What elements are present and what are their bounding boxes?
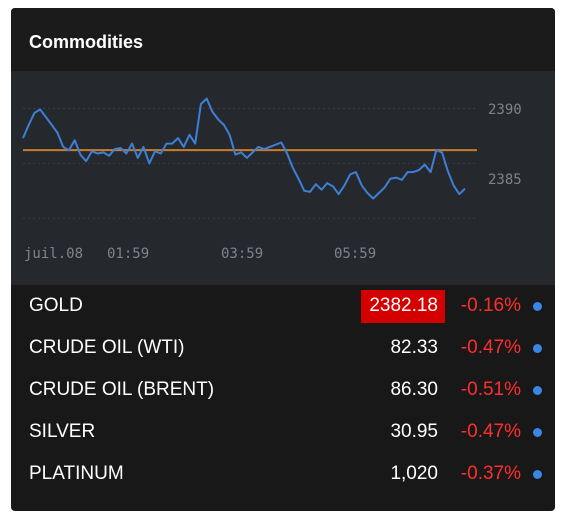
- status-dot-icon: [533, 428, 542, 437]
- commodity-row-platinum[interactable]: PLATINUM 1,020 -0.37%: [11, 453, 555, 495]
- commodity-row-gold[interactable]: GOLD 2382.18 -0.16%: [11, 285, 555, 327]
- x-tick-label: 03:59: [221, 246, 263, 262]
- y-tick-label: 2385: [488, 172, 522, 188]
- commodity-name: GOLD: [29, 295, 83, 316]
- commodity-change: -0.37%: [460, 463, 521, 484]
- commodity-row-crude-oil-brent[interactable]: CRUDE OIL (BRENT) 86.30 -0.51%: [11, 369, 555, 411]
- commodity-change: -0.16%: [460, 295, 521, 316]
- status-dot-icon: [533, 386, 542, 395]
- commodity-list: GOLD 2382.18 -0.16% CRUDE OIL (WTI) 82.3…: [11, 285, 555, 495]
- price-chart-svg: 2390 2385 juil.08 01:59 03:59 05:59: [22, 97, 522, 262]
- x-tick-label: 01:59: [107, 246, 149, 262]
- commodity-price: 2382.18: [361, 290, 445, 323]
- widget-header: Commodities: [11, 8, 555, 71]
- commodity-name: SILVER: [29, 421, 96, 442]
- price-chart[interactable]: 2390 2385 juil.08 01:59 03:59 05:59: [11, 71, 555, 285]
- commodity-change: -0.47%: [460, 421, 521, 442]
- commodity-row-crude-oil-wti[interactable]: CRUDE OIL (WTI) 82.33 -0.47%: [11, 327, 555, 369]
- commodity-name: CRUDE OIL (WTI): [29, 337, 185, 358]
- commodity-name: CRUDE OIL (BRENT): [29, 379, 215, 400]
- chart-series-line: [22, 97, 466, 200]
- status-dot-icon: [533, 302, 542, 311]
- y-tick-label: 2390: [488, 102, 522, 118]
- widget-title: Commodities: [29, 32, 144, 52]
- status-dot-icon: [533, 344, 542, 353]
- commodity-name: PLATINUM: [29, 463, 124, 484]
- chart-grid: [23, 107, 477, 219]
- commodity-price: 82.33: [390, 337, 438, 358]
- commodity-change: -0.47%: [460, 337, 521, 358]
- commodity-price: 86.30: [390, 379, 438, 400]
- status-dot-icon: [533, 470, 542, 479]
- commodity-price: 1,020: [390, 463, 438, 484]
- commodities-widget: Commodities 2390 2385 juil.08 01:59 03:5…: [11, 8, 555, 511]
- x-tick-label: juil.08: [24, 246, 83, 262]
- commodity-row-silver[interactable]: SILVER 30.95 -0.47%: [11, 411, 555, 453]
- commodity-change: -0.51%: [460, 379, 521, 400]
- commodity-price: 30.95: [390, 421, 438, 442]
- x-tick-label: 05:59: [334, 246, 376, 262]
